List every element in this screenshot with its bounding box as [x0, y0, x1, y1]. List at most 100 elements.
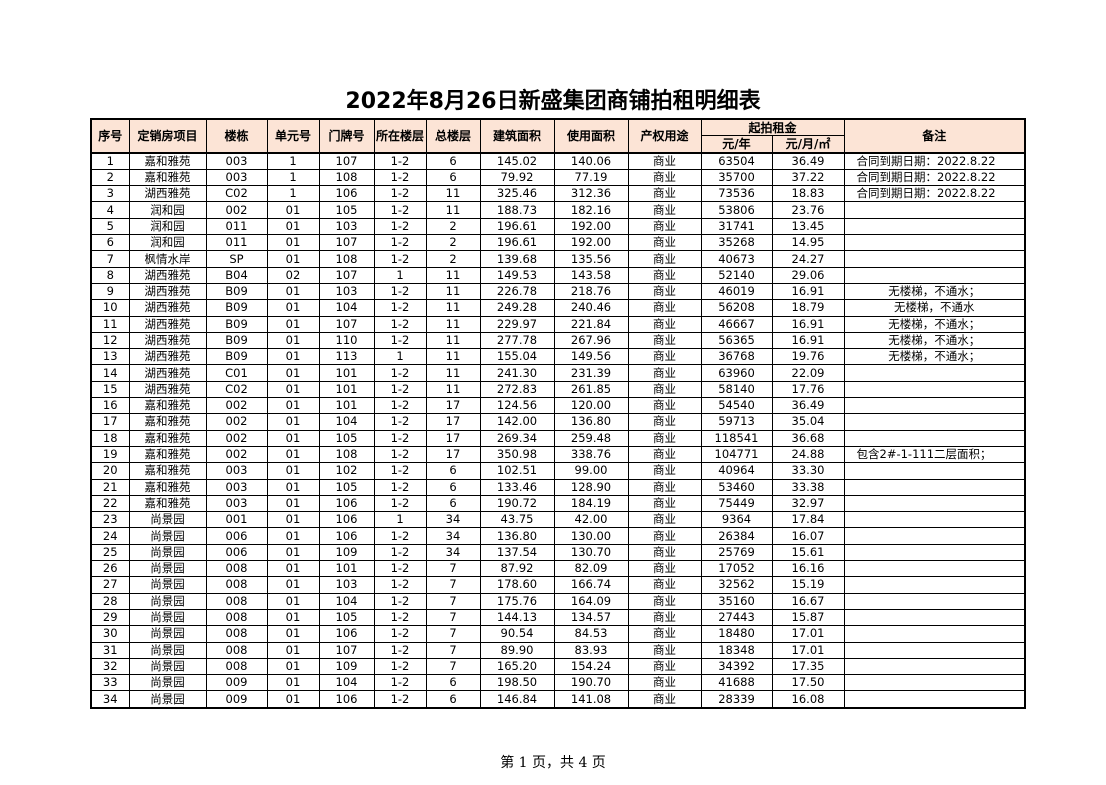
cell-project: 嘉和雅苑 — [128, 462, 207, 480]
cell-rent-month: 15.61 — [771, 543, 845, 562]
cell-project: 润和园 — [128, 201, 207, 219]
cell-building: 008 — [205, 576, 268, 594]
table-row: 9 湖西雅苑 B09 01 103 1-2 11 226.78 218.76 商业 46019 16.… — [90, 282, 1026, 301]
cell-building: 003 — [205, 462, 268, 480]
cell-rent-month: 33.38 — [771, 478, 845, 496]
cell-rent-year: 18480 — [700, 625, 773, 643]
cell-seq: 7 — [90, 250, 130, 268]
cell-seq: 2 — [90, 168, 130, 187]
cell-building: 002 — [205, 413, 268, 431]
cell-seq: 1 — [90, 152, 130, 170]
cell-rent-month: 36.68 — [771, 429, 845, 447]
cell-project: 尚景园 — [128, 576, 207, 594]
header-usage: 产权用途 — [627, 118, 702, 154]
cell-rent-month: 16.07 — [771, 527, 845, 545]
cell-remark — [843, 217, 1026, 236]
cell-remark — [843, 397, 1026, 415]
cell-use-area: 218.76 — [553, 282, 629, 301]
cell-unit: 01 — [266, 641, 320, 659]
cell-use-area: 143.58 — [553, 266, 629, 284]
cell-project: 湖西雅苑 — [128, 380, 207, 399]
cell-floor: 1-2 — [373, 462, 427, 480]
cell-usage: 商业 — [627, 397, 702, 415]
cell-build-area: 226.78 — [479, 282, 555, 301]
cell-usage: 商业 — [627, 250, 702, 268]
header-total-floors: 总楼层 — [425, 118, 481, 154]
cell-unit: 01 — [266, 576, 320, 594]
header-rent-group: 起拍租金 — [700, 118, 845, 137]
cell-rent-year: 32562 — [700, 576, 773, 594]
cell-building: C01 — [205, 364, 268, 382]
cell-remark — [843, 543, 1026, 562]
cell-usage: 商业 — [627, 625, 702, 643]
table-row: 29 尚景园 008 01 105 1-2 7 144.13 134.57 商业 27443 15.8… — [90, 608, 1026, 627]
cell-unit: 01 — [266, 462, 320, 480]
table-row: 11 湖西雅苑 B09 01 107 1-2 11 229.97 221.84 商业 46667 16… — [90, 315, 1026, 333]
cell-floor: 1-2 — [373, 185, 427, 203]
cell-rent-year: 75449 — [700, 494, 773, 513]
cell-use-area: 82.09 — [553, 560, 629, 578]
cell-rent-year: 40964 — [700, 462, 773, 480]
cell-floor: 1-2 — [373, 201, 427, 219]
cell-remark: 无楼梯，不通水； — [843, 348, 1026, 366]
table-row: 14 湖西雅苑 C01 01 101 1-2 11 241.30 231.39 商业 63960 22… — [90, 364, 1026, 382]
cell-rent-month: 17.76 — [771, 380, 845, 399]
cell-floor: 1 — [373, 348, 427, 366]
cell-floor: 1-2 — [373, 152, 427, 170]
cell-seq: 23 — [90, 511, 130, 529]
cell-rent-year: 35160 — [700, 592, 773, 610]
cell-project: 嘉和雅苑 — [128, 168, 207, 187]
cell-building: B04 — [205, 266, 268, 284]
cell-unit: 01 — [266, 429, 320, 447]
cell-unit: 01 — [266, 364, 320, 382]
cell-build-area: 43.75 — [479, 511, 555, 529]
cell-remark — [843, 364, 1026, 382]
cell-rent-year: 40673 — [700, 250, 773, 268]
cell-unit: 01 — [266, 543, 320, 562]
cell-use-area: 192.00 — [553, 234, 629, 252]
cell-use-area: 77.19 — [553, 168, 629, 187]
cell-seq: 5 — [90, 217, 130, 236]
cell-use-area: 221.84 — [553, 315, 629, 333]
cell-use-area: 120.00 — [553, 397, 629, 415]
cell-door: 105 — [318, 429, 375, 447]
table-row: 18 嘉和雅苑 002 01 105 1-2 17 269.34 259.48 商业 118541 3… — [90, 429, 1026, 447]
cell-project: 尚景园 — [128, 592, 207, 610]
cell-use-area: 190.70 — [553, 674, 629, 692]
cell-door: 107 — [318, 152, 375, 170]
cell-rent-month: 18.79 — [771, 299, 845, 317]
cell-building: 006 — [205, 543, 268, 562]
cell-floor: 1-2 — [373, 560, 427, 578]
cell-project: 湖西雅苑 — [128, 315, 207, 333]
cell-project: 尚景园 — [128, 625, 207, 643]
cell-rent-month: 35.04 — [771, 413, 845, 431]
cell-seq: 11 — [90, 315, 130, 333]
cell-building: 008 — [205, 592, 268, 610]
cell-total-floors: 11 — [425, 299, 481, 317]
cell-use-area: 134.57 — [553, 608, 629, 627]
cell-unit: 01 — [266, 380, 320, 399]
cell-rent-month: 36.49 — [771, 397, 845, 415]
cell-remark — [843, 250, 1026, 268]
cell-unit: 01 — [266, 511, 320, 529]
table-row: 2 嘉和雅苑 003 1 108 1-2 6 79.92 77.19 商业 35700 37.22 合同… — [90, 168, 1026, 187]
table-row: 10 湖西雅苑 B09 01 104 1-2 11 249.28 240.46 商业 56208 18… — [90, 299, 1026, 317]
cell-rent-year: 25769 — [700, 543, 773, 562]
cell-seq: 25 — [90, 543, 130, 562]
cell-remark — [843, 234, 1026, 252]
cell-seq: 9 — [90, 282, 130, 301]
cell-seq: 10 — [90, 299, 130, 317]
cell-remark — [843, 690, 1026, 709]
cell-rent-month: 17.50 — [771, 674, 845, 692]
cell-use-area: 259.48 — [553, 429, 629, 447]
cell-seq: 31 — [90, 641, 130, 659]
cell-unit: 01 — [266, 331, 320, 350]
cell-usage: 商业 — [627, 185, 702, 203]
cell-door: 105 — [318, 608, 375, 627]
table-row: 31 尚景园 008 01 107 1-2 7 89.90 83.93 商业 18348 17.01 — [90, 641, 1026, 659]
header-building: 楼栋 — [205, 118, 268, 154]
cell-build-area: 178.60 — [479, 576, 555, 594]
cell-use-area: 130.70 — [553, 543, 629, 562]
cell-project: 润和园 — [128, 217, 207, 236]
cell-floor: 1 — [373, 266, 427, 284]
